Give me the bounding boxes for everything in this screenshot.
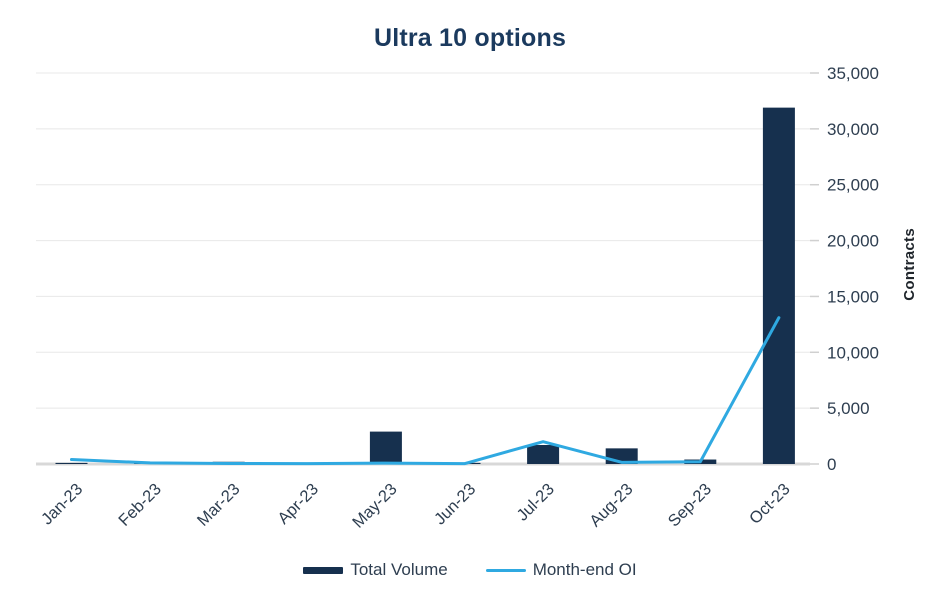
y-tick-label: 35,000: [827, 64, 879, 83]
y-tick-label: 30,000: [827, 120, 879, 139]
x-label-Jul-23: Jul-23: [513, 480, 558, 525]
x-label-Oct-23: Oct-23: [746, 480, 794, 528]
y-tick-label: 0: [827, 455, 836, 474]
x-label-Feb-23: Feb-23: [115, 480, 165, 530]
legend-item-total-volume: Total Volume: [303, 560, 448, 580]
x-label-Jan-23: Jan-23: [38, 480, 86, 528]
x-label-Jun-23: Jun-23: [431, 480, 479, 528]
x-label-Sep-23: Sep-23: [665, 480, 715, 530]
y-tick-label: 10,000: [827, 343, 879, 362]
bar-Jul-23: [527, 445, 560, 464]
chart-title: Ultra 10 options: [373, 24, 567, 52]
legend-label: Month-end OI: [532, 560, 637, 579]
line-legend-swatch: [485, 568, 526, 572]
y-tick-label: 20,000: [827, 232, 879, 251]
legend-item-month-end-oi: Month-end OI: [485, 560, 637, 580]
y-axis-title: Contracts: [901, 228, 918, 301]
x-label-Apr-23: Apr-23: [274, 480, 322, 528]
y-tick-label: 15,000: [827, 287, 879, 306]
legend-label: Total Volume: [350, 560, 448, 579]
x-label-Mar-23: Mar-23: [194, 480, 244, 530]
bar-legend-swatch: [303, 566, 344, 574]
bar-May-23: [369, 431, 402, 464]
bar-Jan-23: [55, 462, 88, 464]
x-label-Aug-23: Aug-23: [586, 480, 636, 530]
month-end-oi-line: [70, 316, 781, 466]
y-tick-label: 25,000: [827, 176, 879, 195]
y-tick-label: 5,000: [827, 399, 870, 418]
legend: Total Volume Month-end OI: [0, 560, 940, 580]
x-label-May-23: May-23: [349, 480, 401, 532]
bar-Oct-23: [762, 107, 795, 464]
